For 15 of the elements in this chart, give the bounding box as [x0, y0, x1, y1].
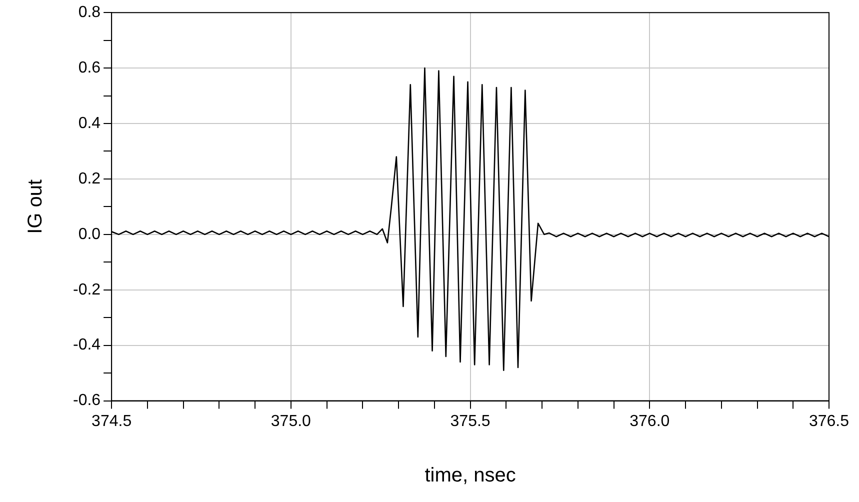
y-axis-title: IG out [24, 179, 47, 234]
y-tick-label: -0.2 [72, 281, 101, 298]
y-tick-label: -0.6 [72, 392, 101, 410]
x-tick-label: 375.0 [270, 412, 312, 430]
x-tick-label: 375.5 [450, 412, 490, 430]
y-tick-label: -0.4 [72, 336, 101, 354]
y-tick-label: 0.2 [78, 170, 101, 188]
x-tick-label: 374.5 [92, 412, 132, 430]
y-tick-label: 0.6 [78, 59, 101, 76]
x-tick-label: 376.5 [808, 412, 850, 430]
x-axis-title: time, nsec [424, 464, 516, 487]
y-tick-label: 0.8 [78, 4, 101, 22]
y-tick-label: 0.4 [78, 114, 101, 132]
x-tick-label: 376.0 [630, 412, 670, 430]
y-tick-label: 0.0 [78, 226, 101, 243]
